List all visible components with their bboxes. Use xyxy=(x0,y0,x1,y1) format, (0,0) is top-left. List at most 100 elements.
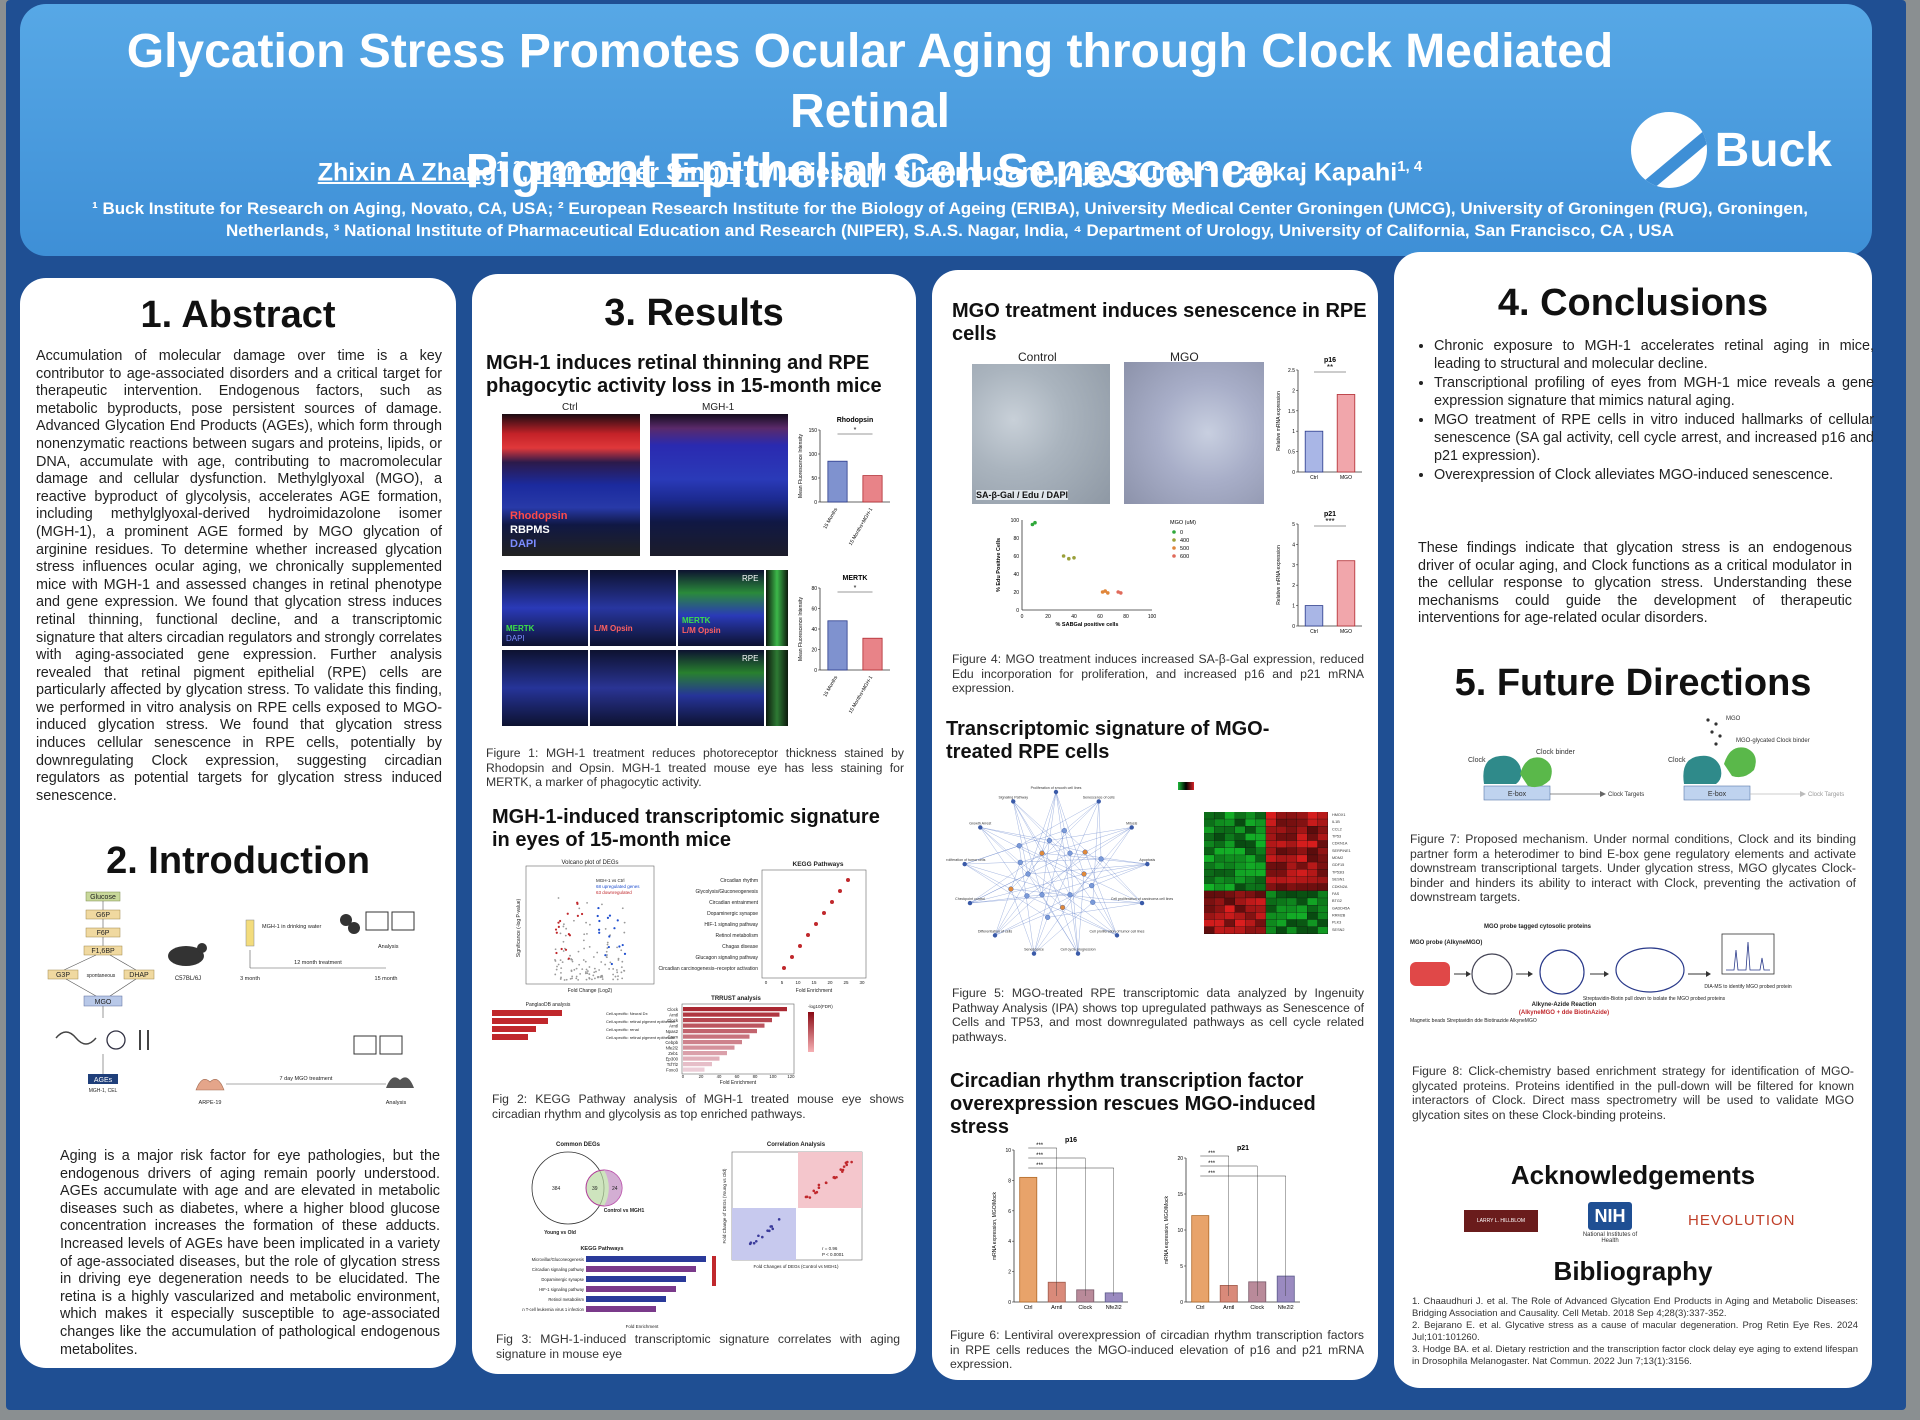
trrust-term: Clock xyxy=(667,1007,679,1012)
bar xyxy=(1304,605,1324,627)
future-heading: 5. Future Directions xyxy=(1454,662,1812,704)
network-edge xyxy=(1013,801,1071,895)
heatmap-cell xyxy=(1317,862,1328,870)
kegg-term: Glycolysis/Gluconeogenesis xyxy=(695,889,758,895)
fig3-kegg-term: Retinol metabolism xyxy=(548,1297,584,1302)
network-function-node xyxy=(992,933,998,938)
network-edge xyxy=(1013,801,1043,854)
volcano-point xyxy=(617,957,620,960)
network-edge xyxy=(1064,801,1099,831)
heatmap-cell xyxy=(1286,819,1297,827)
introduction-text: Aging is a major risk factor for eye pat… xyxy=(60,1148,440,1358)
y-tick-label: 2 xyxy=(1292,583,1295,589)
volcano-point-down xyxy=(567,933,570,936)
fig3-kegg-term: Dopaminergic synapse xyxy=(541,1277,584,1282)
panglao-bar xyxy=(492,1018,548,1024)
fig3-kegg-term: Human T-cell leukemia virus 1 infection xyxy=(522,1307,585,1312)
network-edge xyxy=(1026,895,1118,936)
volcano-point-down xyxy=(554,928,558,931)
buck-logo: Buck xyxy=(1630,112,1832,188)
kegg-point xyxy=(838,889,842,893)
panglao-title: PanglaoDB analysis xyxy=(526,1002,571,1008)
fig1-micrograph-ctrl: Rhodopsin RBPMS DAPI xyxy=(502,414,640,556)
network-edge xyxy=(1083,863,1148,875)
heatmap-cell xyxy=(1224,883,1235,891)
protein-icon xyxy=(106,1030,126,1050)
network-edge xyxy=(1019,801,1099,846)
legend-marker xyxy=(1172,538,1176,542)
volcano-point xyxy=(621,907,624,910)
heatmap-cell xyxy=(1245,919,1256,927)
fig1-mertk-chart: MERTK 0 20 40 60 80 Mean Fluorescence Intensit… xyxy=(798,575,890,715)
fig3-kegg-bar xyxy=(586,1266,696,1272)
x-tick-label: Ctrl xyxy=(1024,1305,1033,1311)
kegg-term: HIF-1 signaling pathway xyxy=(704,922,758,928)
x-tick-label: 15 Months+MGH-1 xyxy=(848,507,874,547)
network-edge xyxy=(964,863,1048,918)
x-tick-label: 15 Months xyxy=(822,507,839,531)
volcano-point xyxy=(583,933,586,936)
trrust-bar xyxy=(683,1040,742,1045)
heatmap-gene: SERPINE1 xyxy=(1332,849,1351,853)
network-edge xyxy=(994,895,1028,936)
network-function-label: Differentiation of cells xyxy=(978,929,1012,933)
trrust-term: Crem xyxy=(667,1035,678,1040)
trrust-tick: 20 xyxy=(699,1074,704,1079)
x-tick-label: 0 xyxy=(1021,614,1024,620)
network-gene-node xyxy=(1017,859,1023,865)
treatment-12-label: 12 month treatment xyxy=(294,960,342,966)
network-edge xyxy=(1033,830,1065,954)
y-tick-label: 150 xyxy=(809,428,818,434)
network-edge xyxy=(1091,885,1118,936)
heatmap-cell xyxy=(1255,847,1266,855)
y-tick-label: 40 xyxy=(1013,572,1019,578)
corr-point-up xyxy=(808,1196,812,1199)
y-tick-label: 2 xyxy=(1008,1270,1011,1276)
heatmap-cell xyxy=(1276,833,1287,841)
author-name: Pankaj Kapahi xyxy=(1226,158,1398,187)
fig1-mertk-label: MERTK xyxy=(506,624,535,633)
heatmap-cell xyxy=(1307,826,1318,834)
y-tick-label: 2 xyxy=(1292,388,1295,394)
fig2-caption: Fig 2: KEGG Pathway analysis of MGH-1 tr… xyxy=(492,1092,904,1121)
bar xyxy=(1304,430,1324,473)
corr-point-down xyxy=(754,1239,758,1243)
abstract-text: Accumulation of molecular damage over ti… xyxy=(36,348,442,804)
fig5-caption: Figure 5: MGO-treated RPE transcriptomic… xyxy=(952,986,1364,1044)
network-gene-node xyxy=(1061,828,1067,834)
volcano-point-down xyxy=(560,947,563,951)
volcano-point xyxy=(606,947,609,949)
volcano-point-down xyxy=(559,919,562,923)
bar xyxy=(1019,1176,1038,1303)
trrust-term: Clock xyxy=(667,1018,679,1023)
heatmap-cell xyxy=(1286,847,1297,855)
y-axis-label: mRNA expression, MGO/Mock xyxy=(992,1191,998,1260)
volcano-point xyxy=(556,965,558,968)
heatmap-cell xyxy=(1214,876,1225,884)
network-function-label: Growth Arrest xyxy=(969,821,991,825)
volcano-point xyxy=(620,971,623,974)
network-gene-node xyxy=(1081,871,1087,877)
heatmap-cell xyxy=(1276,862,1287,870)
volcano-point xyxy=(595,970,597,973)
heatmap-cell xyxy=(1317,855,1328,862)
heatmap-cell xyxy=(1307,926,1318,934)
heatmap-cell xyxy=(1276,926,1287,934)
network-function-node xyxy=(1075,951,1081,956)
heatmap-cell xyxy=(1266,840,1277,848)
network-gene-node xyxy=(1045,914,1051,920)
venn-title: Common DEGs xyxy=(556,1142,601,1148)
heatmap-cell xyxy=(1245,876,1256,884)
bar xyxy=(827,620,848,671)
corr-point-down xyxy=(769,1225,773,1228)
heatmap-cell xyxy=(1255,912,1266,920)
volcano-point-up xyxy=(608,914,612,917)
heatmap-cell xyxy=(1286,826,1297,834)
network-edge xyxy=(1062,907,1118,936)
network-function-node xyxy=(967,900,973,906)
heatmap-cell xyxy=(1214,898,1225,905)
heatmap-cell xyxy=(1245,890,1256,898)
results-subheading-2: MGH-1-induced transcriptomic signature i… xyxy=(492,806,880,851)
fig3-kegg-term: HIF-1 signaling pathway xyxy=(539,1287,585,1292)
y-tick-label: 1 xyxy=(1292,604,1295,610)
